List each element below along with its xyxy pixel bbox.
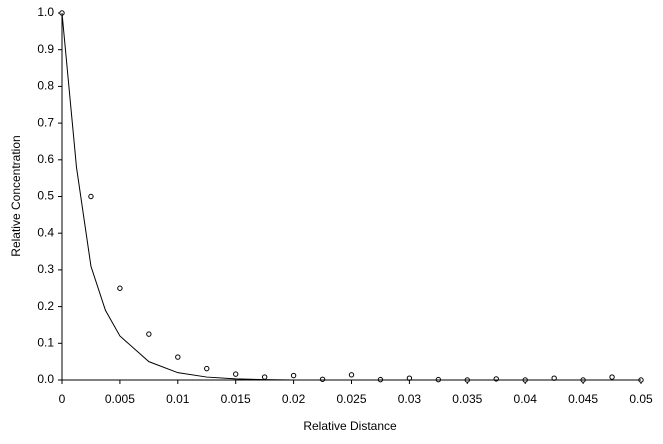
point bbox=[319, 376, 326, 382]
x-tick-label: 0.05 bbox=[629, 392, 653, 406]
y-tick-label: 0.6 bbox=[37, 152, 54, 166]
y-tick-label: 0.2 bbox=[37, 299, 54, 313]
x-tick-label: 0.03 bbox=[398, 392, 422, 406]
point bbox=[348, 372, 355, 378]
point bbox=[204, 365, 210, 372]
point bbox=[290, 372, 297, 379]
curve bbox=[61, 12, 641, 381]
y-tick-label: 0.8 bbox=[37, 79, 54, 93]
point bbox=[175, 354, 181, 360]
y-tick-label: 0.5 bbox=[37, 189, 54, 203]
y-tick-label: 0.4 bbox=[37, 225, 54, 239]
point bbox=[261, 374, 268, 380]
x-tick-label: 0.005 bbox=[105, 392, 135, 406]
y-tick-label: 0.9 bbox=[37, 42, 54, 56]
x-tick-label: 0.02 bbox=[282, 392, 306, 406]
point bbox=[609, 374, 615, 380]
x-axis-title: Relative Distance bbox=[303, 419, 397, 433]
point bbox=[117, 285, 123, 291]
x-tick-label: 0.01 bbox=[166, 392, 190, 406]
y-tick-label: 0.7 bbox=[37, 115, 54, 129]
y-tick-label: 1.0 bbox=[37, 5, 54, 19]
y-tick-label: 0.3 bbox=[37, 262, 54, 276]
x-tick-label: 0.025 bbox=[336, 392, 366, 406]
x-tick-label: 0.045 bbox=[568, 392, 598, 406]
y-axis-title: Relative Concentration bbox=[9, 135, 23, 256]
point bbox=[146, 331, 152, 337]
x-tick-label: 0.04 bbox=[514, 392, 538, 406]
x-tick-label: 0 bbox=[59, 392, 66, 406]
y-tick-label: 0.1 bbox=[37, 335, 54, 349]
y-tick-label: 0.0 bbox=[37, 372, 54, 386]
point bbox=[88, 193, 94, 200]
x-tick-label: 0.035 bbox=[452, 392, 482, 406]
x-tick-label: 0.015 bbox=[221, 392, 251, 406]
point bbox=[233, 371, 239, 377]
